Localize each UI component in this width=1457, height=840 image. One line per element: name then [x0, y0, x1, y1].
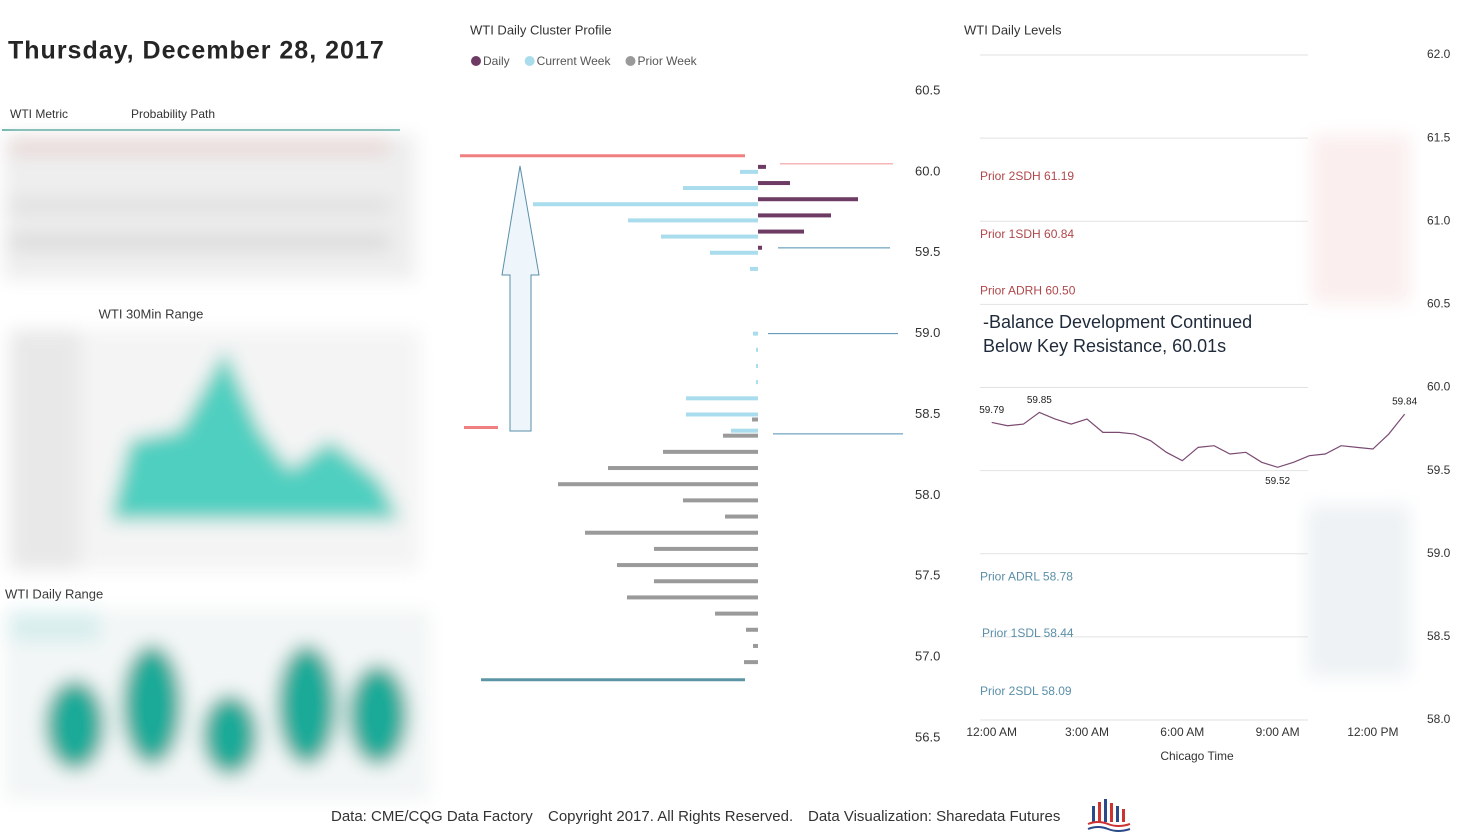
- bar: [686, 396, 758, 401]
- bar: [753, 643, 758, 648]
- data-label: 59.52: [1265, 476, 1290, 487]
- bar: [710, 250, 758, 255]
- footer-text: Copyright 2017. All Rights Reserved.: [548, 808, 793, 825]
- legend-marker: [471, 56, 481, 66]
- level-label: Prior 1SDH 60.84: [980, 227, 1074, 241]
- bar: [758, 245, 762, 250]
- bar: [715, 611, 758, 616]
- y-tick-label: 58.0: [915, 487, 940, 502]
- x-tick-label: 3:00 AM: [1065, 725, 1109, 739]
- y-tick-label: 60.0: [915, 163, 940, 178]
- bar: [746, 627, 758, 632]
- legend-label: Prior Week: [637, 54, 697, 68]
- bar: [758, 213, 831, 218]
- level-label: Prior 2SDH 61.19: [980, 169, 1074, 183]
- bar: [744, 660, 758, 665]
- level-label: Prior ADRL 58.78: [980, 569, 1073, 583]
- bar: [628, 218, 758, 223]
- y-tick-label: 60.5: [1427, 297, 1451, 311]
- y-tick-label: 59.0: [1427, 546, 1451, 560]
- y-tick-label: 58.5: [1427, 629, 1451, 643]
- bar: [617, 563, 758, 568]
- level-label: Prior 2SDL 58.09: [980, 684, 1072, 698]
- bar: [654, 579, 758, 584]
- bar: [558, 482, 758, 487]
- panel-title: WTI Daily Range: [5, 586, 103, 601]
- line: [991, 411, 1406, 468]
- panel-title: WTI 30Min Range: [99, 306, 204, 321]
- x-tick-label: 12:00 AM: [966, 725, 1017, 739]
- bar: [756, 363, 758, 368]
- y-tick-label: 61.5: [1427, 130, 1451, 144]
- bar: [756, 380, 758, 385]
- bar: [585, 530, 758, 535]
- y-tick-label: 60.0: [1427, 380, 1451, 394]
- y-tick-label: 62.0: [1427, 47, 1451, 61]
- legend-label: Daily: [483, 54, 510, 68]
- data-label: 59.85: [1027, 395, 1052, 406]
- legend-marker: [524, 56, 535, 66]
- bar: [758, 197, 858, 202]
- blurred-level-boxes: [1307, 135, 1410, 677]
- legend-label: Current Week: [537, 54, 612, 68]
- chart-title: WTI Daily Cluster Profile: [470, 22, 612, 37]
- bar: [758, 164, 766, 169]
- logo: [1087, 799, 1131, 832]
- bar: [533, 202, 758, 207]
- y-tick-label: 58.5: [915, 406, 940, 421]
- chart-title: WTI Daily Levels: [964, 22, 1062, 37]
- level-label: Prior ADRH 60.50: [980, 284, 1076, 298]
- bar: [608, 466, 758, 471]
- y-tick-label: 58.0: [1427, 712, 1451, 726]
- bar: [627, 595, 758, 600]
- y-tick-label: 59.5: [1427, 463, 1451, 477]
- data-label: 59.84: [1392, 397, 1417, 408]
- y-tick-label: 59.0: [915, 325, 940, 340]
- table-header: WTI Metric: [10, 107, 68, 121]
- annotation: -Balance Development Continued: [983, 312, 1252, 332]
- footer-text: Data: CME/CQG Data Factory: [331, 808, 533, 825]
- arrow: [501, 165, 540, 432]
- blurred-daily-chart: [5, 610, 430, 800]
- x-tick-label: 12:00 PM: [1347, 725, 1398, 739]
- legend-marker: [625, 56, 636, 66]
- bar: [725, 514, 758, 519]
- y-tick-label: 61.0: [1427, 213, 1451, 227]
- bar: [661, 234, 758, 239]
- bar: [758, 229, 804, 234]
- bar: [731, 428, 758, 433]
- bar: [654, 546, 758, 551]
- date-title: Thursday, December 28, 2017: [8, 37, 385, 65]
- x-tick-label: 9:00 AM: [1256, 725, 1300, 739]
- bar: [683, 186, 758, 191]
- bar: [683, 498, 758, 503]
- bar: [756, 347, 758, 352]
- y-tick-label: 59.5: [915, 244, 940, 259]
- bar: [740, 169, 758, 174]
- blurred-table: [4, 135, 416, 280]
- footer-text: Data Visualization: Sharedata Futures: [808, 808, 1060, 825]
- bar: [750, 266, 758, 271]
- blurred-30min-chart: [10, 330, 420, 570]
- bar: [686, 412, 758, 417]
- y-tick-label: 60.5: [915, 82, 940, 97]
- data-label: 59.79: [979, 405, 1004, 416]
- bar: [753, 331, 758, 336]
- y-tick-label: 56.5: [915, 729, 940, 744]
- y-tick-label: 57.5: [915, 568, 940, 583]
- annotation: Below Key Resistance, 60.01s: [983, 336, 1226, 356]
- bar: [723, 433, 758, 438]
- bar: [752, 417, 758, 422]
- bar: [663, 449, 758, 454]
- bar: [758, 181, 790, 186]
- y-tick-label: 57.0: [915, 649, 940, 664]
- x-tick-label: 6:00 AM: [1160, 725, 1204, 739]
- level-label: Prior 1SDL 58.44: [982, 626, 1074, 640]
- x-axis-title: Chicago Time: [1160, 749, 1234, 763]
- table-header: Probability Path: [131, 107, 215, 121]
